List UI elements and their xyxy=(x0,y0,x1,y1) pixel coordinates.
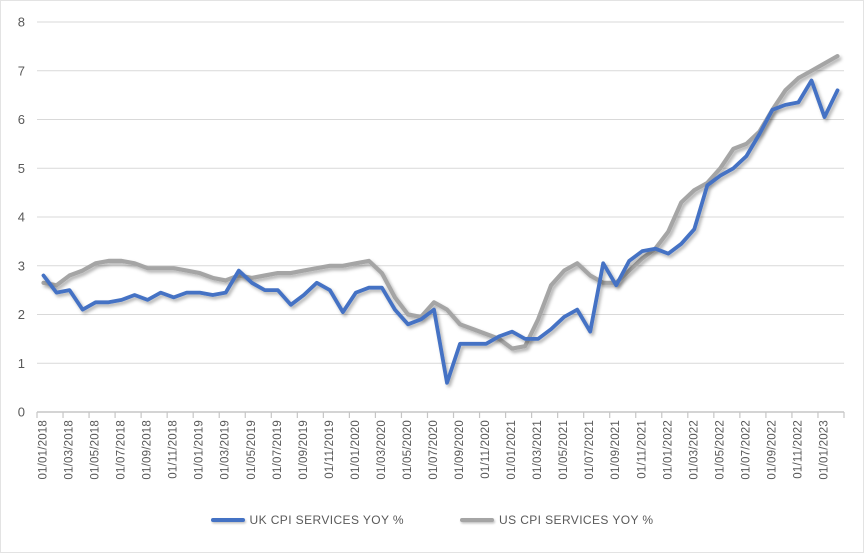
uk-series-line xyxy=(41,78,840,385)
x-axis-label: 01/11/2018 xyxy=(168,420,180,479)
x-axis-label: 01/01/2019 xyxy=(194,420,206,480)
y-axis-label-2: 2 xyxy=(18,307,25,322)
legend-item-uk[interactable]: UK CPI SERVICES YOY % xyxy=(210,513,404,527)
y-axis-label-7: 7 xyxy=(18,63,25,78)
us-series-line xyxy=(41,53,840,351)
x-axis-label: 01/11/2019 xyxy=(324,420,336,479)
x-axis-label: 01/11/2020 xyxy=(480,420,492,479)
x-axis-label: 01/09/2020 xyxy=(454,420,466,480)
legend-label-us: US CPI SERVICES YOY % xyxy=(499,513,654,527)
y-axis-label-3: 3 xyxy=(18,258,25,273)
x-axis-label: 01/07/2019 xyxy=(272,420,284,480)
us-line-swatch-icon xyxy=(460,518,494,522)
x-axis-label: 01/07/2022 xyxy=(740,420,752,480)
x-axis-label: 01/09/2022 xyxy=(766,420,778,480)
y-axis-label-4: 4 xyxy=(18,210,25,225)
legend-item-us[interactable]: US CPI SERVICES YOY % xyxy=(460,513,653,527)
chart-legend: UK CPI SERVICES YOY % US CPI SERVICES YO… xyxy=(1,513,863,527)
x-axis-label: 01/07/2021 xyxy=(584,420,596,480)
x-axis-label: 01/03/2019 xyxy=(220,420,232,480)
y-axis-label-8: 8 xyxy=(18,15,25,30)
x-axis-label: 01/07/2018 xyxy=(116,420,128,480)
x-axis-label: 01/01/2022 xyxy=(662,420,674,480)
y-axis-label-5: 5 xyxy=(18,161,25,176)
x-axis-label: 01/03/2022 xyxy=(688,420,700,480)
x-axis-label: 01/05/2022 xyxy=(714,420,726,480)
x-axis-label: 01/05/2021 xyxy=(558,420,570,480)
legend-label-uk: UK CPI SERVICES YOY % xyxy=(249,513,404,527)
x-axis-label: 01/11/2022 xyxy=(792,420,804,479)
x-axis-label: 01/09/2021 xyxy=(610,420,622,480)
y-axis-label-6: 6 xyxy=(18,112,25,127)
x-axis-label: 01/09/2018 xyxy=(142,420,154,480)
y-axis-label-0: 0 xyxy=(18,405,25,420)
x-axis-label: 01/01/2023 xyxy=(818,420,830,480)
x-axis-label: 01/09/2019 xyxy=(298,420,310,480)
x-axis-label: 01/01/2020 xyxy=(350,420,362,480)
x-axis-label: 01/07/2020 xyxy=(428,420,440,480)
y-axis-label-1: 1 xyxy=(18,356,25,371)
uk-line-swatch-icon xyxy=(210,518,245,522)
x-axis-label: 01/11/2021 xyxy=(636,420,648,479)
x-axis-label: 01/05/2020 xyxy=(402,420,414,480)
x-axis-label: 01/01/2018 xyxy=(38,420,50,480)
x-axis-label: 01/01/2021 xyxy=(506,420,518,480)
x-axis-label: 01/05/2018 xyxy=(90,420,102,480)
x-axis-label: 01/03/2021 xyxy=(532,420,544,480)
x-axis-label: 01/05/2019 xyxy=(246,420,258,480)
x-axis-label: 01/03/2020 xyxy=(376,420,388,480)
x-axis-label: 01/03/2018 xyxy=(64,420,76,480)
